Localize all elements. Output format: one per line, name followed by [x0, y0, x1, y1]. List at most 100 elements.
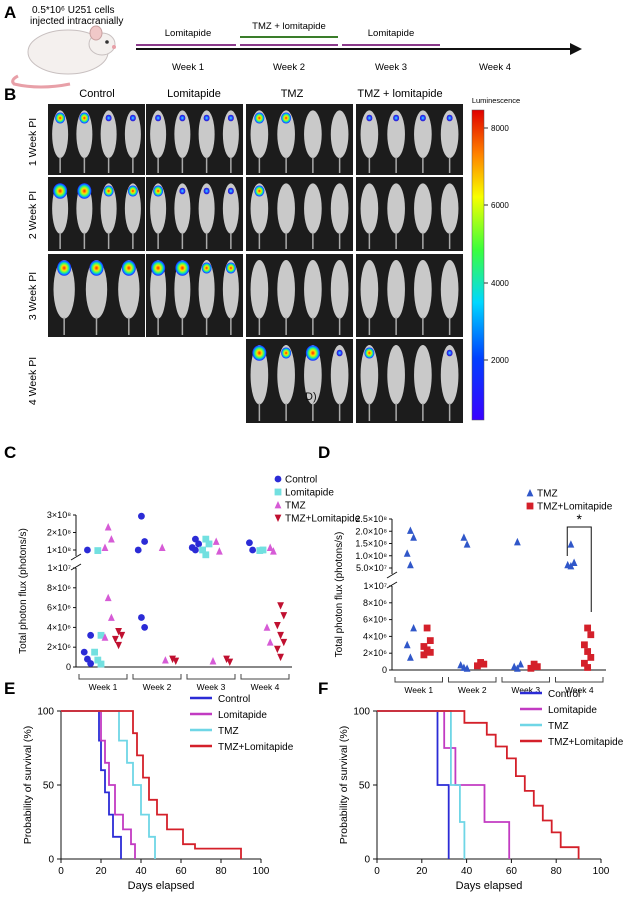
- y-axis-label: Probability of survival (%): [338, 726, 350, 844]
- mouse-silhouette: [198, 110, 215, 159]
- mouse-silhouette: [174, 183, 191, 234]
- luminescence-signal: [121, 260, 136, 276]
- data-point: [202, 551, 210, 559]
- mouse-silhouette: [440, 345, 459, 405]
- data-point: [215, 547, 223, 555]
- survival-curve: [377, 710, 466, 859]
- panel-a: A 0.5*10⁶ U251 cells injected intracrani…: [4, 3, 582, 89]
- data-point: [463, 540, 471, 548]
- mouse-silhouette: [414, 260, 432, 319]
- x-tick-label: 20: [95, 866, 107, 877]
- x-tick-label: 40: [135, 866, 147, 877]
- mouse-silhouette: [440, 110, 459, 159]
- category-bracket: [78, 674, 128, 680]
- panel-letter-c: C: [4, 443, 16, 462]
- data-point: [277, 631, 284, 640]
- mouse-silhouette: [150, 110, 167, 159]
- luminescence-signal: [89, 260, 104, 276]
- x-tick-label: 100: [253, 866, 270, 877]
- chart-f: 0 20 40 60 80 100 0 50 100 Days elapsed Probabilit…: [338, 689, 623, 892]
- data-point: [161, 656, 169, 664]
- mouse-silhouette: [330, 260, 349, 319]
- data-point: [426, 648, 434, 656]
- panel-letter-e: E: [4, 679, 15, 698]
- mouse-silhouette: [304, 260, 322, 319]
- y-tick-label-lower: 2×10⁶: [363, 648, 387, 658]
- mouse-silhouette: [387, 110, 405, 159]
- data-point: [192, 535, 199, 543]
- legend-label: Control: [218, 694, 250, 705]
- x-tick-label: 80: [215, 866, 227, 877]
- legend-marker: [526, 489, 534, 497]
- luminescence-signal: [57, 260, 72, 276]
- y-axis-label: Probability of survival (%): [22, 726, 34, 844]
- mouse-silhouette: [387, 260, 405, 319]
- data-point: [223, 655, 230, 664]
- data-point: [104, 593, 112, 602]
- mouse-silhouette: [414, 345, 432, 405]
- data-point: [97, 660, 105, 668]
- axis-break-mark: [386, 571, 398, 579]
- category-bracket: [132, 674, 182, 680]
- panel-e: E 0 20 40 60 80 100 0 50 100 Days elapsed Probabil…: [4, 679, 294, 892]
- legend-label: Lomitapide: [218, 710, 267, 721]
- luminescence-colorbar: [471, 109, 485, 421]
- colorbar-title: Luminescence: [472, 96, 520, 105]
- mouse-silhouette: [150, 183, 167, 234]
- y-tick-label-upper: 2.0×10⁸: [355, 526, 387, 536]
- data-point: [273, 645, 281, 654]
- legend-label: TMZ: [537, 489, 558, 500]
- y-axis-label: Total photon flux (photons/s): [18, 528, 29, 654]
- mouse-silhouette: [250, 183, 269, 234]
- luminescence-signal: [153, 185, 164, 197]
- mouse-silhouette: [250, 345, 269, 405]
- luminescence-signal: [366, 114, 373, 122]
- mouse-silhouette: [440, 183, 459, 234]
- data-point: [570, 558, 578, 566]
- survival-curve: [61, 710, 122, 859]
- legend-label: TMZ: [285, 501, 306, 512]
- mouse-silhouette: [222, 260, 239, 319]
- y-tick-label-upper: 1×10⁸: [47, 545, 71, 555]
- mouse-silhouette: [277, 345, 295, 405]
- data-point: [423, 624, 431, 632]
- imaging-grid: [48, 104, 463, 423]
- mouse-silhouette: [277, 110, 295, 159]
- mouse-silhouette: [124, 183, 141, 234]
- category-bracket: [448, 677, 497, 683]
- data-point: [584, 624, 592, 632]
- column-title-tmz: TMZ: [281, 88, 304, 100]
- data-point: [192, 546, 199, 554]
- segment-label-1: Lomitapide: [165, 28, 211, 39]
- panel-b: B Control Lomitapide TMZ TMZ + lomitapid…: [4, 85, 520, 423]
- luminescence-signal: [103, 185, 114, 197]
- data-point: [209, 657, 217, 665]
- x-tick-label: Week 1: [404, 685, 433, 695]
- luminescence-signal: [254, 185, 265, 197]
- luminescence-signal: [446, 114, 453, 122]
- luminescence-signal: [305, 345, 320, 361]
- week-label-2: Week 2: [273, 62, 305, 73]
- mouse-silhouette: [304, 183, 322, 234]
- mouse-caption-line1: 0.5*10⁶ U251 cells: [32, 5, 115, 16]
- y-tick-label-lower: 2×10⁶: [47, 642, 71, 652]
- data-point: [84, 546, 91, 554]
- mouse-silhouette: [387, 183, 405, 234]
- data-point: [266, 543, 274, 551]
- legend-marker: [274, 514, 282, 522]
- data-point: [169, 655, 176, 664]
- luminescence-signal: [105, 114, 112, 122]
- x-axis-label: Days elapsed: [128, 880, 195, 892]
- row-label-2: 2 Week PI: [27, 191, 39, 239]
- data-point: [107, 613, 115, 621]
- data-point: [277, 602, 284, 610]
- panel-letter-d: D: [318, 443, 330, 462]
- data-point: [104, 523, 112, 531]
- luminescence-signal: [419, 114, 426, 122]
- category-bracket: [501, 677, 550, 683]
- data-point: [199, 546, 207, 554]
- mouse-silhouette: [174, 260, 191, 319]
- y-tick-label: 100: [353, 707, 370, 718]
- significance-label: *: [577, 511, 583, 527]
- data-point: [107, 535, 115, 543]
